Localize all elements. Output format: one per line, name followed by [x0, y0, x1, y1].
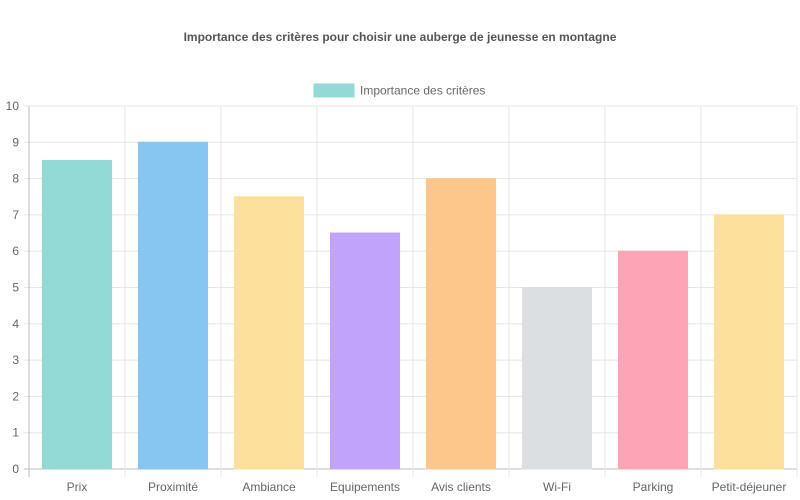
x-tick-label: Proximité	[148, 480, 198, 494]
y-tick-label: 10	[6, 99, 20, 113]
y-tick-label: 9	[12, 135, 19, 149]
y-tick-label: 0	[12, 462, 19, 476]
x-tick-label: Petit-déjeuner	[712, 480, 787, 494]
x-tick-label: Parking	[633, 480, 674, 494]
y-tick-label: 1	[12, 426, 19, 440]
bar-prix[interactable]	[41, 159, 113, 470]
y-tick-label: 5	[12, 281, 19, 295]
x-tick-label: Ambiance	[242, 480, 296, 494]
y-tick-label: 7	[12, 208, 19, 222]
bars	[41, 141, 785, 470]
bar-parking[interactable]	[617, 250, 689, 470]
x-tick-label: Prix	[67, 480, 88, 494]
bar-equipements[interactable]	[329, 232, 401, 470]
y-tick-label: 6	[12, 244, 19, 258]
x-tick-label: Avis clients	[431, 480, 491, 494]
y-tick-label: 4	[12, 317, 19, 331]
x-axis-ticks: Prix Proximité Ambiance Equipements Avis cli…	[67, 480, 787, 494]
x-tick-label: Wi-Fi	[543, 480, 571, 494]
y-tick-label: 2	[12, 389, 19, 403]
y-tick-label: 3	[12, 353, 19, 367]
legend-label: Importance des critères	[360, 84, 485, 98]
bar-wi-fi[interactable]	[521, 287, 593, 470]
bar-petit-d-jeuner[interactable]	[713, 214, 785, 470]
y-tick-label: 8	[12, 172, 19, 186]
bar-avis-clients[interactable]	[425, 178, 497, 470]
x-tick-label: Equipements	[330, 480, 400, 494]
bar-ambiance[interactable]	[233, 196, 305, 470]
legend[interactable]: Importance des critères	[313, 83, 485, 98]
y-axis-ticks: 0 1 2 3 4 5 6 7 8 9 10	[6, 99, 20, 476]
chart-title: Importance des critères pour choisir une…	[184, 30, 617, 44]
legend-swatch	[313, 83, 355, 98]
bar-proximit-[interactable]	[137, 141, 209, 470]
